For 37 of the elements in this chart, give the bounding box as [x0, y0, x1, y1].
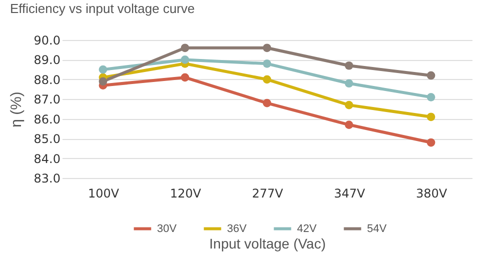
x-tick-label: 100V [88, 186, 120, 200]
point [426, 92, 436, 102]
x-tick-label: 347V [334, 186, 366, 200]
point [426, 138, 436, 147]
point [180, 73, 190, 82]
legend-label: 36V [227, 222, 248, 235]
point [262, 59, 272, 68]
point [180, 56, 190, 64]
y-tick-label: 83.0 [34, 172, 60, 186]
y-axis-title: η (%) [8, 92, 25, 128]
y-tick-label: 90.0 [34, 34, 60, 48]
point [344, 61, 354, 70]
point [344, 100, 354, 110]
y-tick-label: 86.0 [34, 112, 60, 126]
point [180, 44, 190, 52]
y-tick-label: 84.0 [34, 152, 60, 166]
x-axis-title: Input voltage (Vac) [209, 236, 326, 252]
x-tick-label: 380V [416, 186, 448, 200]
x-tick-label: 277V [252, 186, 284, 200]
point [98, 77, 108, 86]
chart-title: Efficiency vs input voltage curve [10, 1, 195, 16]
legend-label: 42V [297, 222, 318, 235]
y-tick-label: 89.0 [34, 53, 60, 68]
y-tick-label: 87.0 [34, 92, 60, 107]
x-tick-label: 120V [170, 186, 202, 200]
y-tick-label: 85.0 [34, 132, 60, 146]
point [262, 44, 272, 52]
point [426, 71, 436, 80]
point [98, 65, 108, 74]
y-tick-label: 88.0 [34, 72, 60, 87]
point [344, 120, 354, 129]
point [262, 98, 272, 108]
point [344, 79, 354, 88]
point [262, 75, 272, 84]
legend-label: 30V [157, 222, 178, 235]
point [426, 112, 436, 122]
legend-label: 54V [367, 222, 388, 235]
